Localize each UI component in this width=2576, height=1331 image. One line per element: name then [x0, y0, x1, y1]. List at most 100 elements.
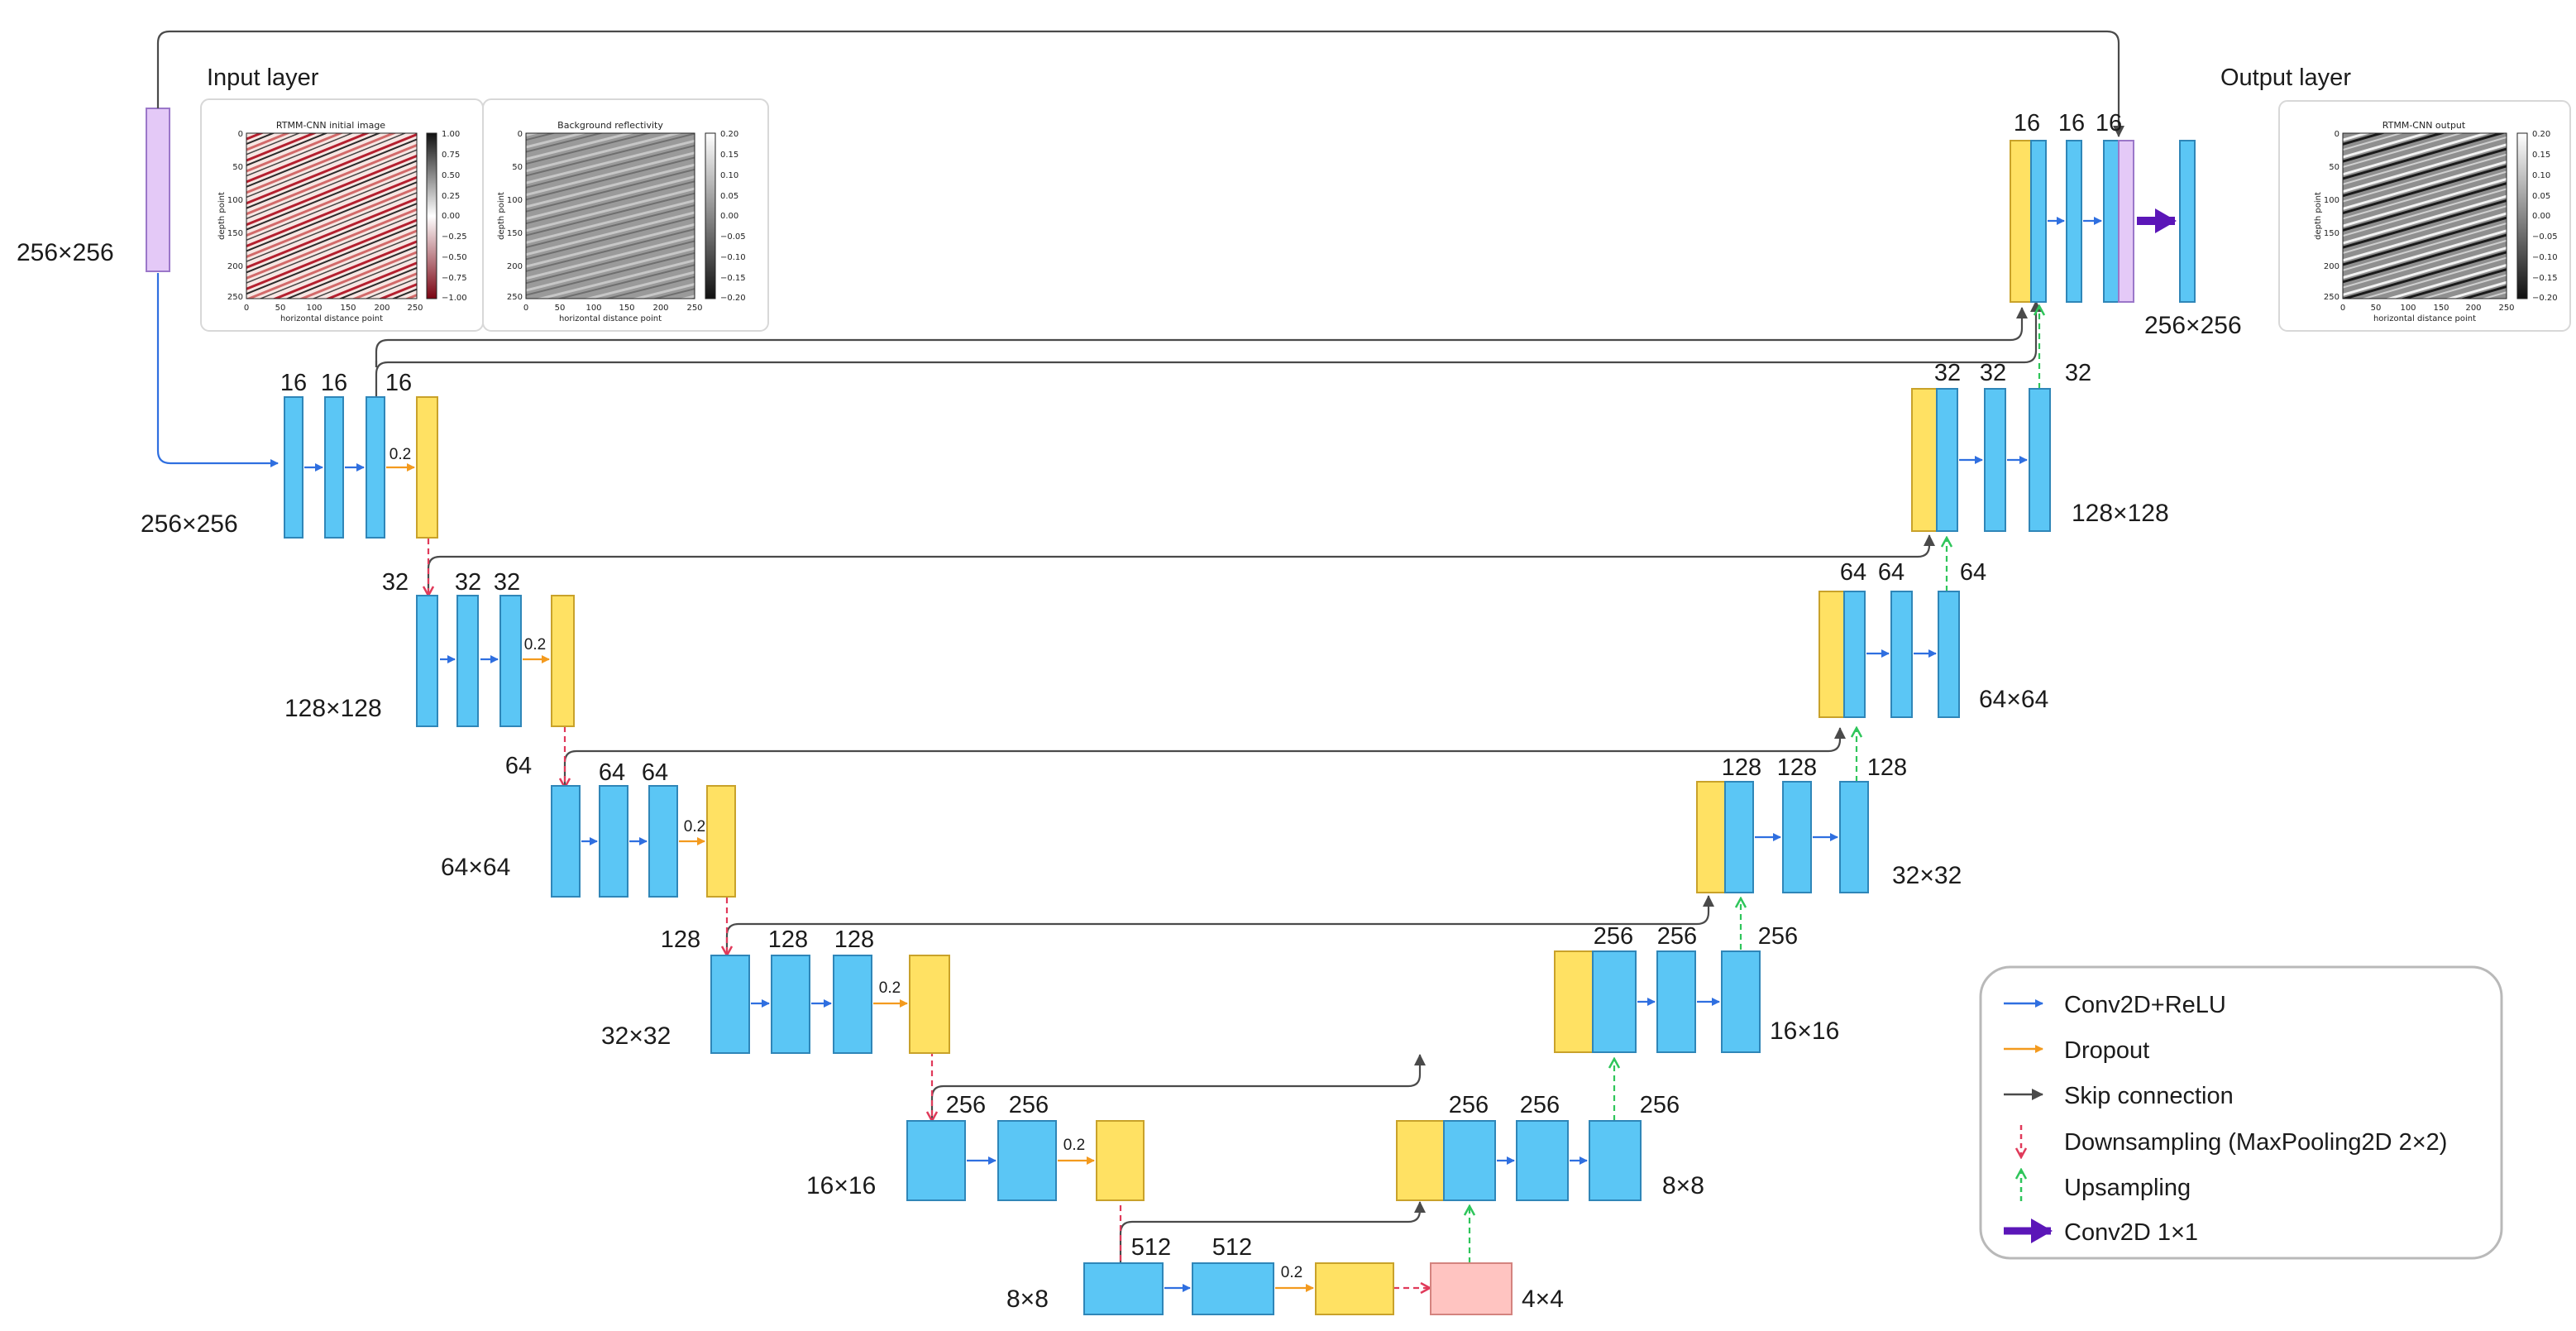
conv-block: [599, 785, 628, 898]
input-plot-rtm: RTMM-CNN initial image 1.00 0.75 0.50 0.…: [200, 98, 484, 332]
dropout-block: [1396, 1120, 1445, 1201]
feature-size: 32×32: [1892, 862, 1962, 889]
dropout-block: [2010, 140, 2032, 303]
legend-label: Dropout: [2064, 1037, 2149, 1064]
conv-block: [1724, 781, 1754, 893]
tick: 150: [619, 304, 634, 313]
tick: 250: [2324, 293, 2339, 302]
conv-block: [710, 955, 750, 1054]
tick: 1.00: [442, 130, 460, 139]
decoder-output-level: 16 16 16 256×256: [2010, 110, 2242, 339]
tick: 0: [518, 130, 523, 139]
tick: 100: [2400, 304, 2416, 313]
channel-count: 32: [455, 569, 481, 596]
conv-block: [499, 595, 522, 727]
tick: 250: [686, 304, 702, 313]
channel-count: 256: [1594, 923, 1633, 950]
encoder-level-2: 0.2 64 64 64 64×64: [441, 753, 736, 898]
channel-count: 16: [2096, 110, 2122, 136]
conv-block: [1890, 591, 1913, 718]
input-plot-background: Background reflectivity 0.20 0.15 0.10 0…: [482, 98, 769, 332]
tick: 200: [2465, 304, 2481, 313]
channel-count: 256: [1657, 923, 1697, 950]
bottleneck: 0.2 512 512 8×8 4×4: [1006, 1234, 1564, 1315]
channel-count: 128: [768, 926, 808, 953]
tick: 50: [555, 304, 566, 313]
channel-count: 16: [385, 370, 412, 396]
tick: 50: [2329, 163, 2339, 172]
feature-size: 8×8: [1662, 1172, 1704, 1199]
tick: 150: [2433, 304, 2449, 313]
dropout-rate: 0.2: [390, 446, 411, 463]
tick: 50: [2371, 304, 2382, 313]
conv-block: [366, 396, 385, 539]
dropout-rate: 0.2: [524, 636, 546, 654]
tick: −0.20: [2532, 294, 2558, 303]
dropout-block: [1096, 1120, 1145, 1201]
tick: 200: [374, 304, 390, 313]
feature-size: 64×64: [1979, 686, 2048, 713]
tick: 100: [227, 196, 243, 205]
output-block: [2179, 140, 2196, 303]
tick: 100: [585, 304, 601, 313]
tick: 150: [507, 229, 523, 238]
tick: 200: [227, 262, 243, 271]
tick: 0.00: [442, 212, 460, 221]
dropout-block: [1554, 950, 1594, 1053]
tick: 150: [227, 229, 243, 238]
tick: −0.50: [442, 253, 467, 262]
tick: 150: [2324, 229, 2339, 238]
encoder-level-3: 0.2 128 128 128 32×32: [601, 926, 950, 1054]
dropout-block: [416, 396, 438, 539]
tick: 50: [512, 163, 523, 172]
conv-block: [1984, 388, 2006, 532]
skip-connection-top: [156, 30, 2124, 137]
feature-size: 8×8: [1006, 1286, 1049, 1313]
axis-label: depth point: [217, 192, 227, 240]
input-plot-rtm-colorbar: [426, 132, 437, 299]
input-size-label: 256×256: [17, 239, 114, 266]
tick: 0: [244, 304, 249, 313]
conv-block: [1592, 950, 1637, 1053]
channel-count: 128: [1722, 754, 1761, 781]
tick: 0.15: [2532, 151, 2550, 160]
dropout-rate: 0.2: [684, 818, 705, 835]
legend-label: Upsampling: [2064, 1175, 2191, 1201]
tick: 250: [407, 304, 423, 313]
tick: 0.75: [442, 151, 460, 160]
channel-count: 32: [2065, 360, 2091, 386]
channel-count: 64: [599, 759, 625, 786]
input-plot-background-title: Background reflectivity: [557, 120, 663, 131]
decoder-level-2: 128 128 128 32×32: [1696, 754, 1962, 893]
conv-block: [2103, 140, 2120, 303]
skip-connection-level3: [563, 727, 1846, 788]
feature-size: 16×16: [806, 1172, 876, 1199]
tick: 50: [275, 304, 286, 313]
dropout-block: [706, 785, 736, 898]
input-layer-title: Input layer: [207, 65, 319, 91]
feature-size: 256×256: [141, 510, 238, 538]
tick: −0.05: [2532, 232, 2558, 242]
skip-connection-level1: [375, 300, 2042, 397]
axis-label: horizontal distance point: [280, 314, 383, 323]
dropout-rate: 0.2: [1063, 1137, 1085, 1154]
output-plot: RTMM-CNN output 0.20 0.15 0.10 0.05 0.00…: [2278, 100, 2571, 332]
input-block: [146, 108, 170, 272]
channel-count: 64: [642, 759, 668, 786]
input-to-encoder-arrow: [156, 273, 279, 467]
channel-count: 32: [382, 569, 409, 596]
dropout-block: [1315, 1262, 1394, 1315]
channel-count: 64: [1878, 559, 1905, 586]
legend-label: Conv2D+ReLU: [2064, 992, 2226, 1018]
feature-size: 64×64: [441, 854, 510, 881]
dropout-block: [909, 955, 950, 1054]
feature-size: 16×16: [1770, 1017, 1839, 1045]
tick: 200: [2324, 262, 2339, 271]
conv-block: [1839, 781, 1869, 893]
tick: −0.25: [442, 232, 467, 242]
channel-count: 128: [661, 926, 700, 953]
tick: 0.25: [442, 192, 460, 201]
dropout-rate: 0.2: [879, 979, 901, 997]
input-plot-background-colorbar: [705, 132, 716, 299]
input-plot-rtm-title: RTMM-CNN initial image: [276, 120, 385, 131]
